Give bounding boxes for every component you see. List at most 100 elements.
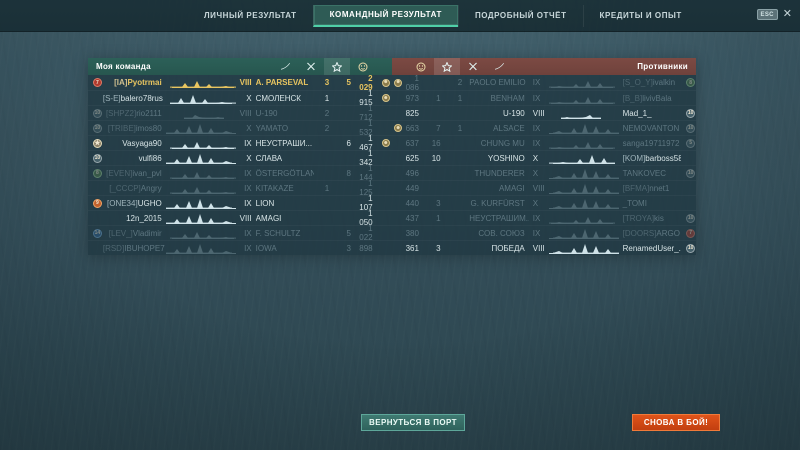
enemy-table-row[interactable]: ☻ 663 7 1 ALSACE IX NEMOVANTON 10 <box>392 120 696 135</box>
clan-tag: [LEV_] <box>108 228 133 238</box>
planes-shot-down-icon[interactable] <box>460 58 486 75</box>
rank-badge-value: 10 <box>686 168 696 178</box>
achievement-medal-icon: ☻ <box>380 78 392 87</box>
ship-name: PAOLO EMILIO <box>469 78 526 87</box>
ally-table-row[interactable]: 12n_2015 VIII AMAGI 1 050 <box>88 209 392 227</box>
enemy-table-row[interactable]: 625 10 YOSHINO X [KOM]barboss58 <box>392 150 696 165</box>
player-name[interactable]: [B_B]livivBala <box>619 94 682 103</box>
player-name[interactable]: [LEV_]Vladimir <box>103 229 166 238</box>
rank-badge: 10 <box>88 108 103 118</box>
rank-badge: 10 <box>681 168 696 178</box>
tab-0[interactable]: ЛИЧНЫЙ РЕЗУЛЬТАТ <box>188 5 313 27</box>
enemy-table-row[interactable]: ☻ 1 086 2 PAOLO EMILIO IX [S_O_Y]ivalkin 8 <box>392 73 696 92</box>
ally-table-row[interactable]: 10 [TRIBE]imos80 X YAMATO 2 1 532 <box>88 119 392 137</box>
battle-again-button[interactable]: СНОВА В БОЙ! <box>632 414 720 431</box>
enemy-table-row[interactable]: 361 3 ПОБЕДА VIII RenamedUser_... 10 <box>392 240 696 255</box>
achievement-medal-icon <box>392 94 404 102</box>
ship-name: ÖSTERGÖTLAND <box>255 168 315 178</box>
player-name[interactable]: [S-E]balero78rus <box>103 94 166 103</box>
player-name[interactable]: [IA]Pyotrmai <box>103 78 166 87</box>
experience-star-icon[interactable] <box>434 58 460 75</box>
experience-value: 637 <box>405 138 419 148</box>
close-controls[interactable]: ESC ✕ <box>756 8 792 20</box>
enemy-table-row[interactable]: 825 U-190 VIII Mad_1_ 10 <box>392 105 696 120</box>
player-name[interactable]: 12n_2015 <box>103 214 166 223</box>
player-nick: imos80 <box>135 123 162 133</box>
ally-table-row[interactable]: [S-E]balero78rus X СМОЛЕНСК 1 1 915 ☻ <box>88 89 392 107</box>
tab-label: КРЕДИТЫ И ОПЫТ <box>599 11 682 20</box>
enemy-table-row[interactable]: 449 AMAGI VIII [BFMA]nnet1 <box>392 180 696 195</box>
ally-table-row[interactable]: 9 [ONE34]UGHO IX LION 1 107 <box>88 194 392 212</box>
player-name[interactable]: NEMOVANTON <box>619 124 682 133</box>
player-nick: 12n_2015 <box>126 213 162 223</box>
ship-silhouette-icon <box>166 182 238 195</box>
player-name[interactable]: sanga19711972 <box>619 139 682 148</box>
ally-table-row[interactable]: ★ Vasyaga90 IX НЕУСТРАШИ... 6 1 467 ☻ <box>88 134 392 152</box>
experience-value: 1 086 <box>405 73 419 92</box>
tab-2[interactable]: ПОДРОБНЫЙ ОТЧЁТ <box>457 4 583 27</box>
ship-silhouette-icon <box>547 107 619 120</box>
experience-value: 2 029 <box>359 73 373 92</box>
player-name[interactable]: [KOM]barboss58 <box>619 154 682 163</box>
player-name[interactable]: RenamedUser_... <box>619 244 682 253</box>
close-icon[interactable]: ✕ <box>782 8 792 20</box>
rank-badge-value: 7 <box>686 228 696 238</box>
ally-team-panel: Моя команда 7 [IA]Pyotrmai VIII A. PARSEVAL… <box>88 58 392 255</box>
player-name[interactable]: vulfi86 <box>103 154 166 163</box>
torpedo-hits-icon[interactable] <box>486 58 512 75</box>
ship-tier: X <box>246 123 252 133</box>
enemy-table-row[interactable]: 973 1 1 BENHAM IX [B_B]livivBala <box>392 90 696 105</box>
tab-label: ПОДРОБНЫЙ ОТЧЁТ <box>474 11 567 20</box>
achievement-medal-icon[interactable] <box>350 58 376 75</box>
tab-1[interactable]: КОМАНДНЫЙ РЕЗУЛЬТАТ <box>312 4 458 27</box>
ally-table-row[interactable]: [RSD]IBUHOPE7 IX IOWA 3 898 <box>88 240 392 255</box>
back-to-port-button[interactable]: ВЕРНУТЬСЯ В ПОРТ <box>361 414 465 431</box>
player-name[interactable]: [ONE34]UGHO <box>103 199 166 208</box>
player-name[interactable]: _TOMI <box>619 199 682 208</box>
player-name[interactable]: [DOORS]ARGO <box>619 229 682 238</box>
enemy-header-title: Противники <box>637 62 688 71</box>
experience-star-icon[interactable] <box>324 58 350 75</box>
ship-tier: IX <box>244 228 252 238</box>
player-name[interactable]: Mad_1_ <box>619 109 682 118</box>
player-name[interactable]: [EVEN]ivan_pvl <box>103 169 166 178</box>
tab-3[interactable]: КРЕДИТЫ И ОПЫТ <box>582 4 698 27</box>
player-name[interactable]: [SHPZ2]rio2111 <box>103 109 166 118</box>
experience-value: 1 022 <box>359 224 373 242</box>
player-name[interactable]: [TROYA]kis <box>619 214 682 223</box>
ally-table-row[interactable]: 7 [IA]Pyotrmai VIII A. PARSEVAL 3 5 2 029 ☻ <box>88 73 392 92</box>
enemy-table-row[interactable]: 440 3 G. KURFÜRST X _TOMI <box>392 195 696 210</box>
player-name[interactable]: [BFMA]nnet1 <box>619 184 682 193</box>
ship-tier: IX <box>244 198 252 208</box>
achievement-medal-icon: ☻ <box>380 94 392 102</box>
ally-table-row[interactable]: [_CCCP]Angry IX KITAKAZE 1 1 125 <box>88 179 392 197</box>
rank-badge-value: 14 <box>92 228 102 238</box>
player-name[interactable]: Vasyaga90 <box>103 139 166 148</box>
enemy-table-row[interactable]: 380 СОВ. СОЮЗ IX [DOORS]ARGO 7 <box>392 225 696 240</box>
player-name[interactable]: [_CCCP]Angry <box>103 184 166 193</box>
experience-value: 1 532 <box>359 119 373 137</box>
ally-table-row[interactable]: 8[EVEN]ivan_pvlIXÖSTERGÖTLAND81 144 <box>88 164 392 182</box>
torpedo-hits-icon[interactable] <box>272 58 298 75</box>
enemy-table-row[interactable]: 496 THUNDERER X TANKOVEC 10 <box>392 165 696 180</box>
player-name[interactable]: [TRIBE]imos80 <box>103 124 166 133</box>
rank-badge: 10 <box>681 108 696 118</box>
ally-table-row[interactable]: 10 vulfi86 X СЛАВА 1 342 <box>88 149 392 167</box>
clan-tag: [ONE34] <box>107 198 138 208</box>
player-name[interactable]: TANKOVEC <box>619 169 682 178</box>
ship-tier: VIII <box>239 108 252 118</box>
achievement-medal-icon[interactable] <box>408 58 434 75</box>
ally-table-row[interactable]: 10 [SHPZ2]rio2111 VIII U-190 2 1 712 <box>88 104 392 122</box>
medal-empty <box>394 154 402 162</box>
player-name[interactable]: [RSD]IBUHOPE7 <box>103 244 166 253</box>
team-scoreboard: Моя команда 7 [IA]Pyotrmai VIII A. PARSEVAL… <box>88 58 696 255</box>
planes-shot-down-icon[interactable] <box>298 58 324 75</box>
ship-name: A. PARSEVAL <box>255 78 309 87</box>
player-name[interactable]: [S_O_Y]ivalkin <box>619 78 682 87</box>
ship-silhouette-icon <box>547 182 619 195</box>
enemy-table-row[interactable]: 637 16 CHUNG MU IX sanga19711972 5 <box>392 135 696 150</box>
ally-table-row[interactable]: 14 [LEV_]Vladimir IX F. SCHULTZ 5 1 022 <box>88 224 392 242</box>
medal-empty <box>382 244 390 252</box>
enemy-table-row[interactable]: 437 1 НЕУСТРАШИМ... IX [TROYA]kis 10 <box>392 210 696 225</box>
torpedo-hits-value: 1 <box>457 123 463 133</box>
